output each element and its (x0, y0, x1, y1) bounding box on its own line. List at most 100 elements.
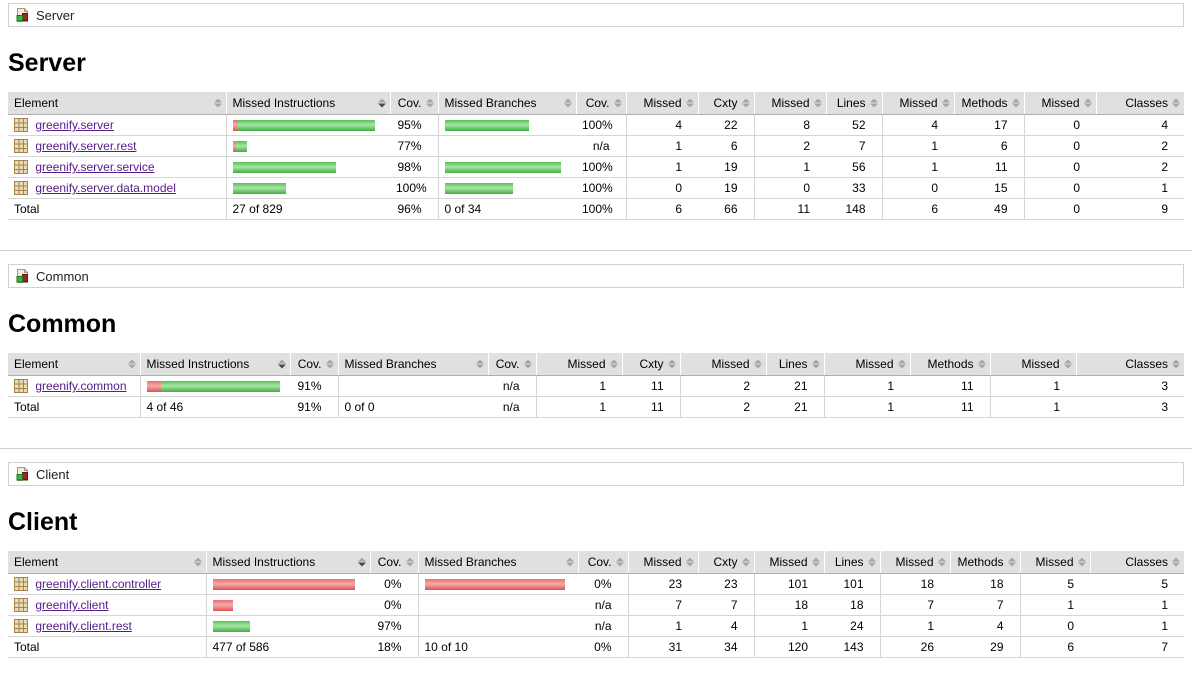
element-cell: greenify.client.rest (8, 615, 206, 637)
counter-cell: 22 (698, 114, 754, 136)
column-header-missed2[interactable]: Missed (753, 551, 824, 574)
package-link[interactable]: greenify.server.data.model (35, 181, 176, 195)
package-link[interactable]: greenify.server.service (35, 160, 155, 174)
column-header-missed1[interactable]: Missed (627, 551, 698, 574)
counter-cell: 2 (1096, 156, 1184, 178)
package-link[interactable]: greenify.common (35, 379, 127, 393)
column-header-lines[interactable]: Lines (823, 551, 880, 574)
sort-both-icon (1083, 98, 1093, 108)
column-label: Missed (771, 96, 810, 110)
total-counter-cell: 26 (879, 636, 950, 658)
column-label: Missed (643, 555, 682, 569)
group-icon (16, 467, 28, 481)
instructions-coverage: 0% (370, 573, 418, 595)
counter-cell: 7 (627, 594, 698, 616)
column-header-missed3[interactable]: Missed (823, 353, 910, 376)
package-link[interactable]: greenify.client.controller (35, 577, 162, 591)
column-header-missed4[interactable]: Missed (1019, 551, 1090, 574)
column-label: Classes (1125, 96, 1168, 110)
total-counter-cell: 6 (881, 198, 954, 220)
column-header-missed4[interactable]: Missed (989, 353, 1076, 376)
column-header-element[interactable]: Element (8, 353, 140, 376)
column-header-methods[interactable]: Methods (953, 92, 1024, 115)
column-label: Missed (899, 96, 938, 110)
sort-both-icon (1172, 359, 1181, 369)
column-header-missed_instructions[interactable]: Missed Instructions (205, 551, 370, 574)
column-header-cov1[interactable]: Cov. (369, 551, 418, 574)
instructions-bar-cell (225, 177, 390, 199)
column-header-cov1[interactable]: Cov. (289, 353, 338, 376)
total-label: Total (8, 198, 226, 220)
total-instructions: 4 of 46 (139, 396, 290, 418)
counter-cell: 0 (625, 177, 698, 199)
package-link[interactable]: greenify.server (35, 118, 114, 132)
covered-bar (444, 162, 561, 174)
column-header-cov2[interactable]: Cov. (575, 92, 626, 115)
column-header-cxty[interactable]: Cxty (621, 353, 680, 376)
section: Common Common Element Missed Instructions… (8, 264, 1184, 418)
column-label: Missed (643, 96, 682, 110)
column-header-missed2[interactable]: Missed (679, 353, 766, 376)
breadcrumb-label: Client (36, 466, 70, 482)
column-header-missed_instructions[interactable]: Missed Instructions (139, 353, 290, 376)
sort-desc-icon (357, 557, 367, 567)
element-cell: greenify.server.rest (8, 135, 226, 157)
package-icon (14, 181, 28, 195)
column-header-missed3[interactable]: Missed (881, 92, 954, 115)
covered-bar (237, 120, 375, 132)
column-header-missed_instructions[interactable]: Missed Instructions (225, 92, 390, 115)
section: Client Client Element Missed Instructions… (8, 462, 1184, 658)
column-header-missed1[interactable]: Missed (625, 92, 698, 115)
column-header-cxty[interactable]: Cxty (697, 551, 754, 574)
column-header-element[interactable]: Element (8, 551, 206, 574)
column-label: Missed Branches (344, 357, 437, 371)
package-link[interactable]: greenify.server.rest (35, 139, 137, 153)
column-header-missed3[interactable]: Missed (879, 551, 950, 574)
column-header-classes[interactable]: Classes (1075, 353, 1184, 376)
branches-bar-cell (437, 135, 576, 157)
column-header-lines[interactable]: Lines (765, 353, 824, 376)
total-counter-cell: 11 (622, 396, 680, 418)
package-link[interactable]: greenify.client (35, 598, 109, 612)
total-branches-coverage: 100% (576, 198, 626, 220)
element-cell: greenify.client.controller (8, 573, 206, 595)
sort-both-icon (977, 359, 987, 369)
counter-cell: 0 (1023, 156, 1096, 178)
package-link[interactable]: greenify.client.rest (35, 619, 132, 633)
missed-bar (424, 579, 565, 591)
column-header-element[interactable]: Element (8, 92, 226, 115)
instructions-coverage: 91% (290, 375, 338, 397)
total-instructions: 477 of 586 (205, 636, 370, 658)
column-header-missed2[interactable]: Missed (753, 92, 826, 115)
counter-cell: 7 (826, 135, 882, 157)
column-label: Cov. (585, 96, 610, 110)
table-body: greenify.client.controller 0% 0% 23 23 101 101… (8, 573, 1184, 637)
column-header-missed4[interactable]: Missed (1023, 92, 1096, 115)
breadcrumb: Common (8, 264, 1184, 288)
column-label: Element (14, 357, 59, 371)
sort-both-icon (425, 98, 435, 108)
column-header-methods[interactable]: Methods (909, 353, 990, 376)
column-header-classes[interactable]: Classes (1089, 551, 1184, 574)
instructions-bar-cell (225, 135, 390, 157)
total-row: Total 27 of 829 96% 0 of 34 100% 6 66 11 148 6 49 0… (8, 198, 1184, 220)
sort-both-icon (1063, 359, 1073, 369)
coverage-table: Element Missed Instructions Cov. Missed Bra… (8, 92, 1184, 220)
column-header-cxty[interactable]: Cxty (697, 92, 754, 115)
counter-cell: 1 (1096, 177, 1184, 199)
column-header-methods[interactable]: Methods (949, 551, 1020, 574)
column-header-missed1[interactable]: Missed (535, 353, 622, 376)
column-header-lines[interactable]: Lines (825, 92, 882, 115)
missed-bar (232, 120, 238, 132)
counter-cell: 56 (826, 156, 882, 178)
total-counter-cell: 143 (824, 636, 880, 658)
counter-cell: 11 (910, 375, 990, 397)
column-header-missed_branches[interactable]: Missed Branches (417, 551, 578, 574)
column-header-cov1[interactable]: Cov. (389, 92, 438, 115)
column-header-cov2[interactable]: Cov. (577, 551, 628, 574)
column-header-classes[interactable]: Classes (1095, 92, 1184, 115)
column-header-missed_branches[interactable]: Missed Branches (437, 92, 576, 115)
column-header-cov2[interactable]: Cov. (487, 353, 536, 376)
column-header-missed_branches[interactable]: Missed Branches (337, 353, 488, 376)
table-row: greenify.server.rest 77% n/a 1 6 2 7 1 6 0 2 (8, 135, 1184, 157)
